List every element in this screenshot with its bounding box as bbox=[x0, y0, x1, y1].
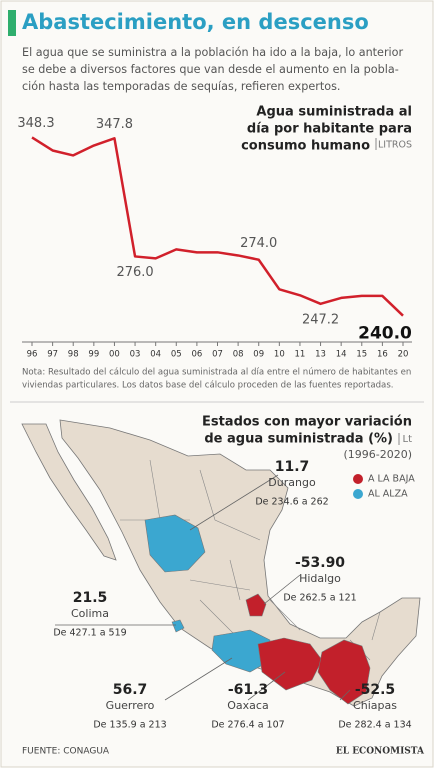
leader-line bbox=[247, 671, 286, 701]
x-tick-label: 20 bbox=[398, 350, 409, 360]
x-tick-label: 16 bbox=[377, 350, 388, 360]
state-name: Oaxaca bbox=[227, 699, 268, 712]
note: Nota: Resultado del cálculo del agua sum… bbox=[22, 368, 411, 378]
x-tick-label: 13 bbox=[315, 350, 326, 360]
chart-title: Agua suministrada al bbox=[256, 105, 412, 120]
x-tick-label: 10 bbox=[274, 350, 285, 360]
state-value: -52.5 bbox=[355, 682, 395, 698]
state-range: De 135.9 a 213 bbox=[93, 720, 166, 731]
state-range: De 276.4 a 107 bbox=[211, 720, 284, 731]
state-name: Hidalgo bbox=[299, 572, 341, 585]
value-label: 347.8 bbox=[96, 117, 133, 132]
state-shape bbox=[317, 639, 371, 705]
subtitle: ción hasta las temporadas de sequías, re… bbox=[22, 80, 341, 93]
state-range: De 234.6 a 262 bbox=[255, 497, 328, 508]
state-value: 21.5 bbox=[73, 590, 108, 606]
state-shape bbox=[144, 514, 206, 573]
leader-line bbox=[189, 474, 279, 531]
state-name: Chiapas bbox=[353, 699, 397, 712]
state-shape bbox=[171, 619, 185, 633]
leader-line bbox=[263, 574, 301, 605]
value-label: 348.3 bbox=[17, 116, 54, 131]
state-shape bbox=[245, 593, 267, 617]
line bbox=[31, 136, 404, 317]
baja-california bbox=[21, 423, 117, 561]
legend-swatch bbox=[353, 474, 363, 484]
map bbox=[21, 419, 421, 707]
subtitle: El agua que se suministra a la población… bbox=[22, 46, 403, 59]
value-label: 276.0 bbox=[116, 265, 153, 280]
brand: EL ECONOMISTA bbox=[336, 747, 425, 757]
legend-swatch bbox=[353, 489, 363, 499]
subtitle: se debe a diversos factores que van desd… bbox=[22, 63, 399, 76]
x-tick-label: 11 bbox=[295, 350, 306, 360]
x-tick-label: 09 bbox=[253, 350, 264, 360]
chart-title: día por habitante para bbox=[247, 122, 412, 137]
x-tick-label: 00 bbox=[109, 350, 120, 360]
state-name: Colima bbox=[71, 607, 109, 620]
value-label: 274.0 bbox=[240, 236, 277, 251]
map-period: (1996-2020) bbox=[343, 448, 412, 461]
note: viviendas particulares. Los datos base d… bbox=[22, 381, 394, 391]
map-title: Estados con mayor variación bbox=[202, 415, 412, 430]
x-tick-label: 08 bbox=[233, 350, 244, 360]
state-value: -61.3 bbox=[228, 682, 268, 698]
map-title: de agua suministrada (%) bbox=[204, 432, 393, 447]
page-title: Abastecimiento, en descenso bbox=[22, 10, 369, 34]
legend-label: A LA BAJA bbox=[368, 474, 415, 485]
state-range: De 282.4 a 134 bbox=[338, 720, 411, 731]
leader-line bbox=[339, 689, 351, 701]
map-unit: Lt bbox=[403, 434, 413, 445]
chart-unit: LITROS bbox=[378, 140, 412, 151]
title-bar bbox=[8, 10, 16, 36]
x-tick-label: 05 bbox=[171, 350, 182, 360]
x-tick-label: 97 bbox=[47, 350, 58, 360]
state-shape bbox=[257, 637, 323, 691]
state-range: De 262.5 a 121 bbox=[283, 593, 356, 604]
state-name: Guerrero bbox=[106, 699, 155, 712]
source: FUENTE: CONAGUA bbox=[22, 747, 110, 757]
x-tick-label: 98 bbox=[68, 350, 79, 360]
state-value: -53.90 bbox=[295, 555, 345, 571]
value-label: 247.2 bbox=[302, 312, 339, 327]
x-tick-label: 99 bbox=[88, 350, 99, 360]
mexico-mainland bbox=[59, 419, 421, 707]
x-tick-label: 03 bbox=[130, 350, 141, 360]
x-tick-label: 04 bbox=[150, 350, 161, 360]
leader-line bbox=[164, 657, 233, 701]
chart-title: consumo humano bbox=[241, 139, 370, 154]
state-value: 11.7 bbox=[275, 459, 310, 475]
x-tick-label: 07 bbox=[212, 350, 223, 360]
value-label: 240.0 bbox=[358, 324, 412, 344]
x-tick-label: 06 bbox=[191, 350, 202, 360]
x-tick-label: 14 bbox=[336, 350, 347, 360]
legend-label: AL ALZA bbox=[368, 489, 408, 500]
state-name: Durango bbox=[268, 476, 316, 489]
state-range: De 427.1 a 519 bbox=[53, 628, 126, 639]
x-tick-label: 96 bbox=[27, 350, 38, 360]
x-tick-label: 15 bbox=[356, 350, 367, 360]
state-value: 56.7 bbox=[113, 682, 148, 698]
